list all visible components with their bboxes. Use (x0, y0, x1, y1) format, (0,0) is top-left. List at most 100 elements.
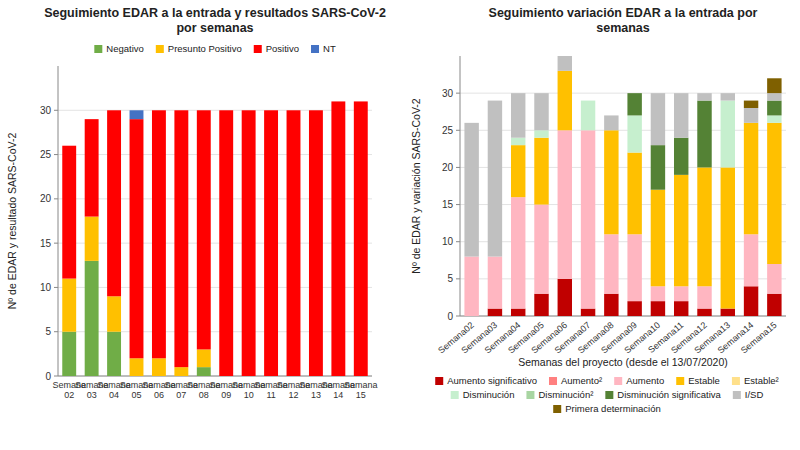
text-line: Seguimiento EDAR a la entrada y resultad… (44, 6, 386, 20)
bar-segment (744, 234, 758, 286)
bar-segment (721, 309, 735, 316)
legend-label: I/SD (745, 389, 764, 400)
grid-line (460, 167, 786, 168)
bar-segment (354, 101, 368, 376)
bar-segment (651, 286, 665, 301)
bar-segment (219, 110, 233, 111)
legend-label: Estable² (744, 375, 779, 386)
bar-segment (558, 130, 572, 279)
legend-swatch (526, 391, 534, 399)
bar-segment (721, 93, 735, 100)
legend-swatch (732, 377, 740, 385)
bar-segment (651, 190, 665, 287)
x-tick-label: Semana15 (739, 320, 779, 356)
text-line: 15 (356, 390, 366, 400)
legend-item: Aumento (614, 375, 664, 386)
y-axis-line (58, 66, 59, 376)
bar-segment (534, 205, 548, 294)
legend-item: Estable² (732, 375, 779, 386)
legend-swatch (94, 45, 102, 53)
text-line: 12 (288, 390, 298, 400)
bar-segment (697, 93, 711, 100)
legend-label: Disminución² (538, 389, 593, 400)
legend-item: Aumento significativo (435, 375, 537, 386)
bar-segment (651, 301, 665, 316)
legend-swatch (435, 377, 443, 385)
bar-segment (464, 123, 478, 257)
bar-segment (581, 100, 595, 101)
chart-panel: 051015202530Semana02Semana03Semana04Sema… (6, 6, 386, 400)
bar-segment (581, 130, 595, 308)
bar-segment (174, 110, 188, 111)
y-tick-label: 15 (40, 238, 52, 249)
y-tick (456, 93, 460, 94)
text-line: 14 (333, 390, 343, 400)
legend: NegativoPresunto PositivoPositivoNT (94, 43, 336, 54)
text-line: 07 (176, 390, 186, 400)
bar-segment (697, 309, 711, 316)
bar-segment (674, 286, 688, 301)
x-axis-line (58, 376, 372, 377)
bar-segment (511, 93, 525, 94)
y-tick-label: 15 (442, 199, 454, 210)
y-tick (54, 110, 58, 111)
x-tick-label: Semana15 (344, 380, 378, 400)
legend-label: Aumento (626, 375, 664, 386)
grid-line (58, 287, 372, 288)
legend-item: Disminución significativa (605, 389, 721, 400)
y-axis-label: Nº de EDAR y resultado SARS-CoV-2 (6, 133, 18, 310)
grid-line (460, 204, 786, 205)
legend-label: Primera determinación (565, 403, 661, 414)
legend-label: NT (323, 43, 336, 54)
text-line: 10 (244, 390, 254, 400)
bar-segment (581, 100, 595, 101)
legend-swatch (733, 391, 741, 399)
y-tick (54, 154, 58, 155)
legend-swatch (676, 377, 684, 385)
bar-segment (558, 279, 572, 316)
bar-segment (674, 93, 688, 138)
bar-segment (604, 115, 618, 116)
y-tick-label: 10 (442, 236, 454, 247)
grid-line (460, 130, 786, 131)
bar-segment (130, 119, 144, 358)
y-tick (456, 278, 460, 279)
y-tick-label: 30 (442, 88, 454, 99)
bar-segment (197, 367, 211, 376)
bar-segment (85, 217, 99, 261)
bar-segment (558, 56, 572, 57)
bar-segment (511, 145, 525, 197)
legend-item: Disminución (451, 389, 515, 400)
bar-segment (697, 93, 711, 94)
legend-item: I/SD (733, 389, 764, 400)
bar-segment (534, 93, 548, 130)
bar-segment (488, 101, 502, 257)
bar-segment (651, 145, 665, 190)
bar-segment (107, 110, 121, 296)
legend-swatch (605, 391, 613, 399)
bar-segment (721, 101, 735, 168)
y-tick-label: 10 (40, 282, 52, 293)
bar-segment (264, 110, 278, 111)
text-line: 09 (221, 390, 231, 400)
legend-swatch (549, 377, 557, 385)
bar-segment (130, 110, 144, 119)
bar-segment (242, 110, 256, 111)
bar-segment (107, 296, 121, 331)
legend: Aumento significativoAumento²AumentoEsta… (435, 375, 779, 414)
y-axis-line (460, 56, 461, 316)
bar-segment (488, 309, 502, 316)
grid-line (460, 241, 786, 242)
bar-segment (534, 93, 548, 94)
bar-segment (107, 332, 121, 376)
chart-panel: 051015202530Semana02Semana03Semana04Sema… (410, 6, 786, 414)
chart-title: Seguimiento EDAR a la entrada y resultad… (44, 6, 386, 35)
bar-segment (197, 110, 211, 111)
text-line: 08 (199, 390, 209, 400)
text-line: 06 (154, 390, 164, 400)
legend-label: Positivo (266, 43, 299, 54)
y-tick-label: 5 (447, 273, 453, 284)
grid-line (460, 316, 786, 317)
bar-segment (511, 309, 525, 316)
y-tick (54, 376, 58, 377)
